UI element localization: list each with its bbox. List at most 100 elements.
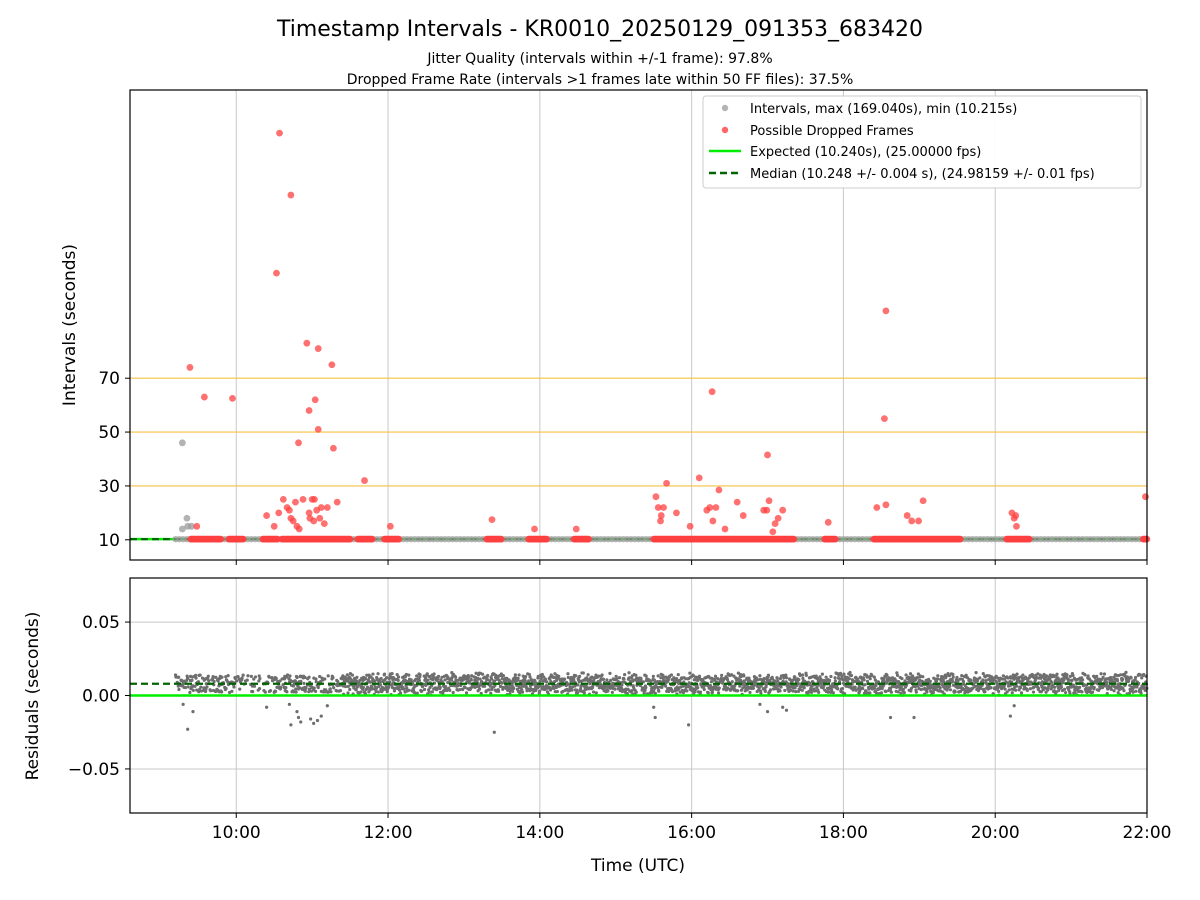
residual-point [415,674,419,678]
dropped-frame-point [763,506,771,514]
residual-point [848,670,852,675]
dropped-frame-point [186,364,194,371]
residual-point [390,672,394,676]
dropped-frame-point [346,535,354,543]
dropped-frame-point [654,504,662,511]
residual-point [627,671,631,675]
residual-point [464,691,469,695]
residual-point [212,679,216,684]
residual-point [226,674,230,678]
residual-point [336,679,340,684]
residual-point [296,715,301,720]
residual-point [313,689,318,693]
residual-point [1090,685,1094,689]
residual-point [609,678,613,682]
intervals-y-axis-label: Intervals (seconds) [60,244,80,406]
residual-point [497,678,501,682]
residual-point [752,683,756,688]
residual-point [748,690,752,695]
residual-point [941,675,945,679]
residual-point [489,691,493,695]
residual-point [516,676,520,681]
dropped-frame-point [317,504,325,511]
residual-point [523,679,527,683]
residual-point [524,675,528,679]
residual-point [664,684,668,688]
residual-point [527,679,531,683]
dropped-frame-point [769,528,777,536]
dropped-frame-point [292,498,299,506]
residual-point [688,671,692,675]
residual-point [196,680,201,684]
residual-point [504,679,508,683]
residual-point [307,687,312,691]
residual-point [796,681,800,686]
residual-point [1122,689,1126,693]
residual-point [738,684,742,688]
residual-point [373,679,377,683]
dropped-frame-point [305,509,313,517]
residual-point [838,671,843,675]
residual-point [643,688,647,692]
residual-point [326,690,331,694]
residual-point [1129,676,1133,680]
residual-point [836,687,840,691]
residual-point [451,690,455,695]
residual-point [768,688,773,692]
residual-point [712,677,717,681]
residual-point [463,685,467,690]
residual-point [601,677,606,681]
residual-point [492,730,496,734]
residual-point [1021,673,1025,677]
residual-point [198,673,202,677]
residual-point [763,689,767,693]
residual-point [417,678,421,683]
residual-point [686,723,691,727]
residual-point [454,679,458,683]
residual-point [344,685,348,689]
residual-point [188,690,192,695]
residual-point [1095,674,1099,679]
legend-label-expected: Expected (10.240s), (25.00000 fps) [750,145,981,160]
dropped-frame-point [1025,535,1033,543]
residual-point [1031,690,1036,694]
residual-point [241,673,245,677]
residual-point [1109,675,1113,680]
dropped-frame-point [919,497,927,505]
residual-point [572,678,576,682]
residual-point [948,684,952,688]
residual-point [921,675,925,679]
residual-point [424,683,428,687]
residual-point [1065,673,1069,677]
residual-point [670,690,675,694]
residual-point [659,676,663,680]
residual-point [402,687,406,691]
residual-point [910,674,915,678]
residual-point [458,688,462,692]
residual-point [702,687,706,692]
residual-point [529,687,533,691]
intervals-ytick-label: 50 [98,423,120,443]
dropped-frame-point [706,504,714,511]
residual-point [758,702,762,706]
dropped-frame-point [217,535,225,543]
residual-point [253,675,258,679]
dropped-frame-point [882,501,890,509]
residual-point [858,689,862,693]
residual-point [715,676,720,681]
residual-point [466,675,471,679]
dropped-frame-point [695,474,703,482]
residual-point [798,688,802,692]
residual-point [830,688,834,692]
residual-point [901,687,905,692]
residual-point [642,691,646,695]
residual-point [374,686,378,691]
residual-point [896,690,900,694]
residual-point [1019,691,1024,695]
residual-point [889,690,893,694]
residual-point [757,686,761,690]
residual-point [183,685,188,690]
residual-point [294,687,298,691]
residual-point [177,675,181,679]
residual-point [1038,673,1042,677]
